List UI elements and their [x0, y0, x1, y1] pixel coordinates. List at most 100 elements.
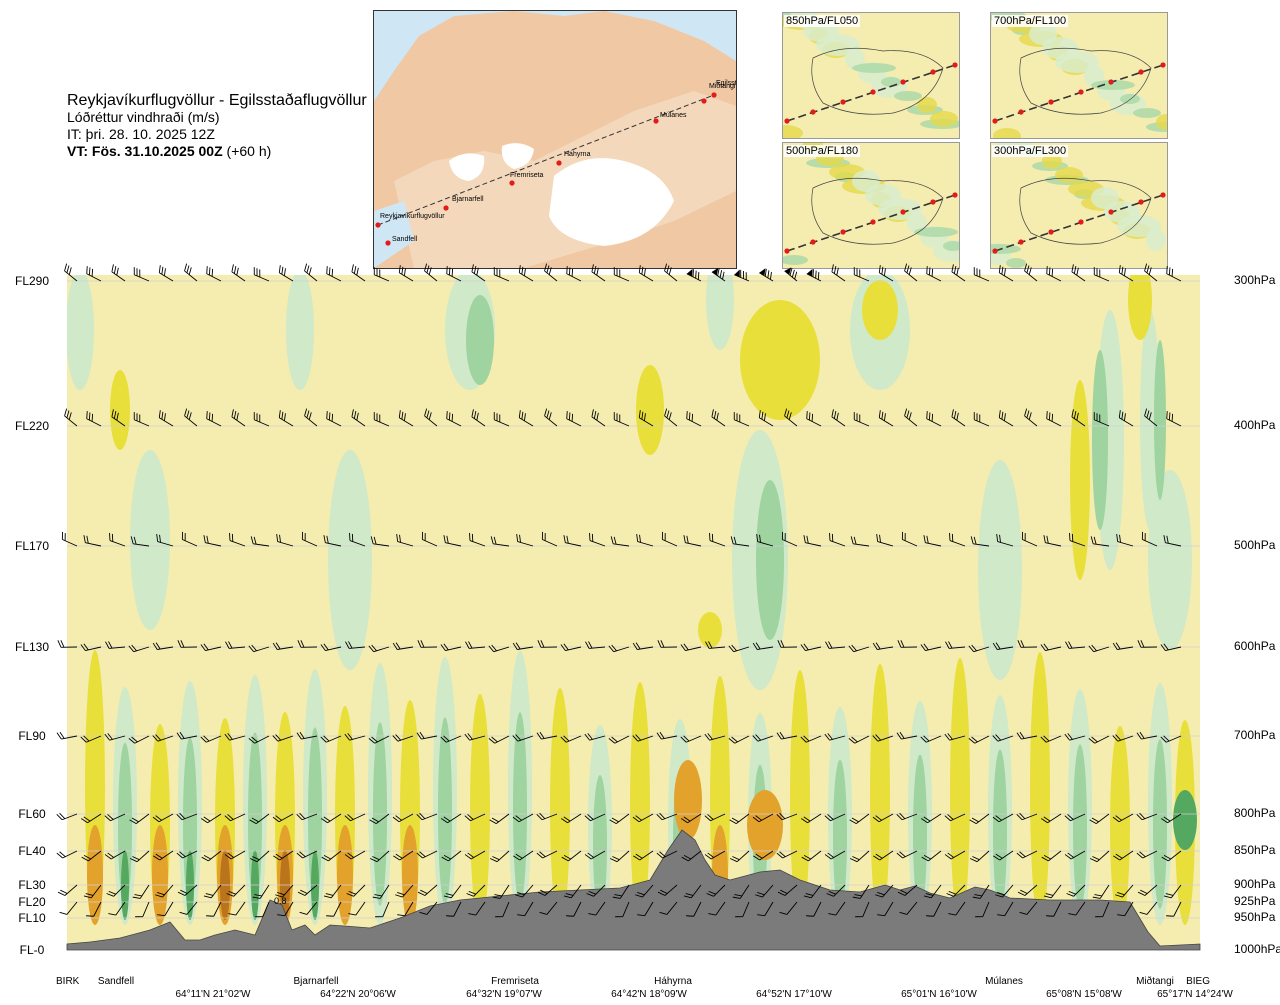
minimap-field	[1029, 23, 1057, 45]
wind-barb	[275, 884, 294, 898]
wind-barb	[1136, 731, 1158, 740]
wind-barb	[424, 408, 438, 427]
wind-barb	[80, 643, 102, 652]
wind-barb	[632, 734, 654, 742]
pressure-label: 700hPa	[1234, 728, 1276, 742]
flight-level-label: FL60	[18, 807, 46, 821]
wind-barb	[711, 409, 726, 427]
wind-barb	[1064, 733, 1086, 741]
minimap-500-svg	[783, 143, 959, 265]
pressure-label: 850hPa	[1234, 843, 1276, 857]
wind-barb	[755, 884, 774, 898]
wind-barb	[897, 884, 918, 896]
map-waypoint-label: Reykjavíkurflugvöllur	[380, 213, 445, 220]
pressure-label: 925hPa	[1234, 894, 1276, 908]
wind-barb	[975, 901, 990, 918]
map-waypoint	[375, 222, 381, 228]
wind-barb	[255, 901, 270, 918]
strong-updraft-core	[220, 850, 230, 920]
wind-barb	[489, 813, 510, 825]
map-waypoint-label: Bjarnarfell	[452, 196, 484, 203]
minimap-field	[914, 227, 958, 237]
wind-barb	[133, 267, 150, 282]
updraft-area	[550, 688, 570, 925]
wind-barb	[1160, 643, 1182, 652]
updraft-area	[790, 670, 810, 925]
wind-barb	[59, 901, 78, 915]
minimap-field	[993, 128, 1021, 138]
downdraft-area	[1148, 470, 1192, 650]
updraft-area	[335, 706, 355, 925]
minimap-coastline	[1019, 47, 1152, 115]
wind-barb	[273, 850, 294, 861]
wind-barb	[1068, 901, 1086, 916]
wind-barb	[681, 813, 702, 824]
wind-barb	[683, 535, 702, 547]
minimap-waypoint	[900, 209, 906, 215]
wind-barb	[612, 884, 630, 899]
downdraft-area	[508, 651, 532, 925]
wind-barb	[1093, 412, 1110, 427]
wind-barb	[488, 735, 510, 744]
coordinate-label: 64°32'N 19°07'W	[466, 989, 542, 1000]
minimap-field	[852, 170, 880, 192]
downdraft-area	[850, 275, 910, 390]
updraft-area	[710, 676, 730, 925]
wind-barb	[610, 850, 630, 863]
wind-barb	[326, 411, 342, 427]
wind-barb	[299, 901, 318, 915]
wind-barb	[951, 409, 966, 427]
minimap-waypoint	[840, 229, 846, 235]
wind-barb	[158, 265, 174, 282]
wind-barb	[923, 535, 942, 547]
map-waypoint	[443, 205, 449, 211]
minimap-waypoint	[870, 89, 876, 95]
wind-barb	[184, 263, 198, 282]
downdraft-area	[1068, 689, 1092, 925]
wind-barb	[1166, 901, 1182, 917]
wind-barb	[1118, 410, 1134, 427]
wind-barb	[560, 643, 582, 652]
wind-barb	[730, 536, 750, 547]
wind-barb	[206, 411, 222, 427]
wind-barb	[1017, 640, 1038, 648]
wind-barb	[828, 901, 846, 916]
wind-barb	[373, 267, 390, 282]
strong-updraft	[87, 825, 103, 925]
wind-barb	[272, 813, 294, 823]
wind-barb	[395, 884, 414, 898]
wind-barb	[539, 901, 558, 915]
wind-barb	[824, 813, 846, 822]
updraft-area	[215, 718, 235, 925]
wind-barbs	[56, 263, 1182, 918]
minimap-field	[1091, 80, 1135, 90]
updraft-area	[275, 712, 295, 925]
downdraft-area	[286, 275, 314, 390]
wind-barb	[683, 884, 702, 899]
wind-barb	[852, 884, 870, 899]
wind-barb	[686, 901, 702, 917]
minimap-waypoint	[1138, 199, 1144, 205]
wind-barb	[57, 640, 78, 648]
wind-barb	[1021, 531, 1038, 547]
wind-barb	[369, 813, 390, 825]
wind-barb	[777, 884, 798, 896]
pressure-label: 600hPa	[1234, 639, 1276, 653]
wind-barb	[1117, 901, 1134, 917]
wind-barb	[897, 640, 918, 648]
downdraft-core	[308, 727, 322, 907]
minimap-waypoint	[930, 69, 936, 75]
strong-downdraft-core	[251, 850, 259, 920]
wind-barb	[397, 901, 414, 917]
updraft-area	[1110, 726, 1130, 925]
wind-barb	[272, 642, 294, 650]
wind-barb	[1040, 735, 1062, 743]
map-waypoint	[701, 98, 707, 104]
wind-barb	[803, 535, 822, 547]
wind-barb	[440, 735, 462, 743]
wind-barb	[323, 535, 342, 547]
wind-barb	[848, 644, 870, 653]
wind-barb	[469, 532, 486, 547]
wind-barb	[1113, 850, 1134, 861]
wind-barb	[613, 267, 630, 282]
